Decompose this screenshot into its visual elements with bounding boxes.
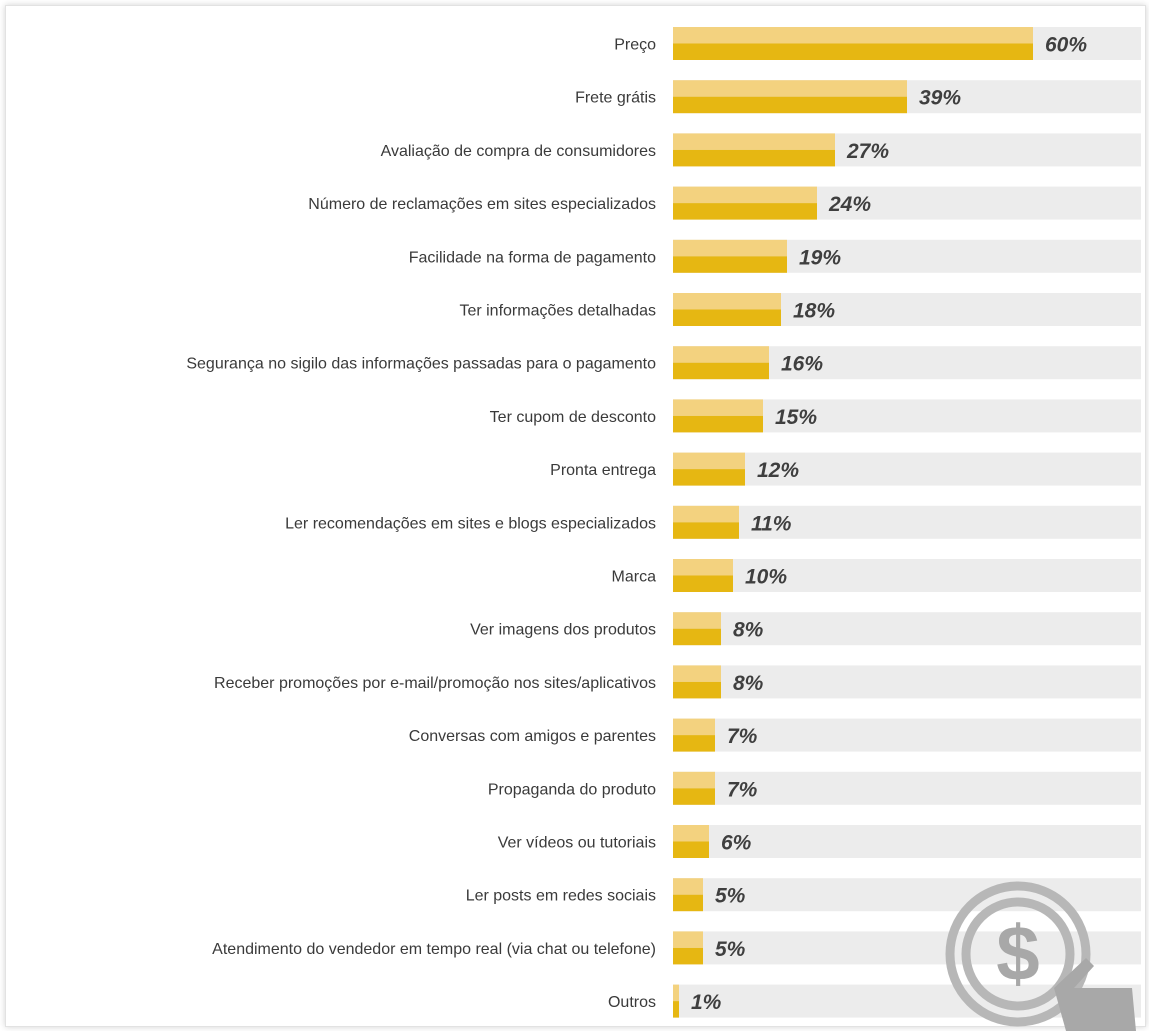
- bar: [673, 735, 715, 752]
- category-label: Frete grátis: [575, 90, 656, 107]
- category-label: Pronta entrega: [550, 462, 656, 479]
- bar: [673, 947, 703, 965]
- bar-track: [673, 559, 1141, 592]
- data-label: 7%: [727, 778, 758, 801]
- bar-top-half: [673, 27, 1033, 44]
- bar-top-half: [673, 878, 703, 895]
- category-label: Receber promoções por e-mail/promoção no…: [214, 675, 656, 692]
- bar-top-half: [673, 718, 715, 736]
- bar-top-half: [673, 452, 745, 470]
- bar: [673, 96, 907, 114]
- data-label: 5%: [715, 938, 746, 961]
- bar-top-half: [673, 186, 817, 204]
- bar-track: [673, 452, 1141, 486]
- data-label: 16%: [781, 353, 823, 376]
- category-label: Ver vídeos ou tutoriais: [498, 835, 656, 852]
- data-label: 60%: [1045, 34, 1087, 57]
- bar: [673, 575, 733, 592]
- category-label: Ter cupom de desconto: [490, 409, 656, 426]
- bar-top-half: [673, 239, 787, 257]
- data-label: 8%: [733, 672, 764, 695]
- bar: [673, 309, 781, 326]
- category-label: Outros: [608, 994, 656, 1011]
- bar: [673, 628, 721, 646]
- bar: [673, 1001, 679, 1018]
- bar-top-half: [673, 293, 781, 310]
- bar-top-half: [673, 984, 679, 1002]
- data-label: 18%: [793, 300, 835, 323]
- bar-track: [673, 612, 1141, 646]
- bar: [673, 203, 817, 220]
- bar-top-half: [673, 133, 835, 150]
- bar: [673, 256, 787, 273]
- data-label: 39%: [919, 87, 961, 110]
- bar-top-half: [673, 80, 907, 97]
- data-label: 8%: [733, 619, 764, 642]
- data-label: 5%: [715, 885, 746, 908]
- bar-top-half: [673, 771, 715, 789]
- category-label: Segurança no sigilo das informações pass…: [186, 356, 656, 373]
- data-label: 11%: [751, 512, 792, 535]
- data-label: 19%: [799, 246, 841, 269]
- bar-track: [673, 718, 1141, 752]
- svg-text:$: $: [996, 909, 1039, 997]
- data-label: 7%: [727, 725, 758, 748]
- bar: [673, 681, 721, 699]
- category-label: Preço: [614, 37, 656, 54]
- data-label: 27%: [846, 140, 889, 163]
- horizontal-bar-chart: Preço 60% Frete grátis 39% Avaliação de comp…: [186, 27, 1141, 1018]
- bar: [673, 149, 835, 167]
- data-label: 12%: [757, 459, 799, 482]
- bar-track: [673, 665, 1141, 699]
- category-label: Atendimento do vendedor em tempo real (v…: [212, 941, 656, 958]
- bar-top-half: [673, 559, 733, 576]
- category-label: Avaliação de compra de consumidores: [381, 143, 656, 160]
- bar: [673, 415, 763, 433]
- bar-track: [673, 505, 1141, 539]
- category-label: Conversas com amigos e parentes: [409, 728, 656, 745]
- bar-top-half: [673, 665, 721, 682]
- bar: [673, 469, 745, 486]
- bar: [673, 43, 1033, 60]
- category-label: Número de reclamações em sites especiali…: [308, 196, 656, 213]
- category-label: Ter informações detalhadas: [459, 303, 656, 320]
- data-label: 15%: [775, 406, 817, 429]
- bar-top-half: [673, 612, 721, 629]
- bar-top-half: [673, 346, 769, 363]
- category-label: Propaganda do produto: [488, 781, 656, 798]
- category-label: Ver imagens dos produtos: [470, 622, 656, 639]
- bar-top-half: [673, 825, 709, 842]
- category-label: Facilidade na forma de pagamento: [409, 249, 656, 266]
- data-label: 1%: [691, 991, 722, 1014]
- bar: [673, 788, 715, 805]
- dollar-coin-click-icon: $: [945, 881, 1136, 1031]
- data-label: 24%: [828, 193, 871, 216]
- category-label: Ler posts em redes sociais: [466, 888, 656, 905]
- category-label: Ler recomendações em sites e blogs espec…: [285, 515, 656, 532]
- bar: [673, 894, 703, 912]
- bar-track: [673, 825, 1141, 858]
- chart-frame: Preço 60% Frete grátis 39% Avaliação de comp…: [5, 5, 1146, 1031]
- bar-top-half: [673, 505, 739, 523]
- bar-top-half: [673, 399, 763, 416]
- bar: [673, 362, 769, 380]
- data-label: 6%: [721, 832, 752, 855]
- data-label: 10%: [745, 566, 787, 589]
- bar-track: [673, 771, 1141, 805]
- category-label: Marca: [612, 569, 657, 586]
- bar: [673, 522, 739, 539]
- bar: [673, 841, 709, 858]
- bar-top-half: [673, 931, 703, 948]
